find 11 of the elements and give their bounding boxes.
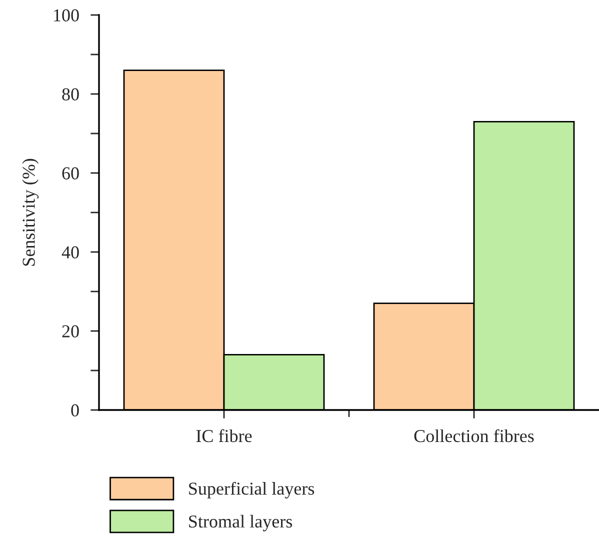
y-tick-label: 40 <box>62 246 79 258</box>
y-tick-label: 100 <box>54 9 79 22</box>
x-tick-label: IC fibre <box>196 429 252 442</box>
legend-label: Stromal layers <box>189 514 292 532</box>
legend-label: Superficial layers <box>189 482 314 498</box>
y-tick-label: 20 <box>62 325 79 338</box>
y-tick-label: 0 <box>71 404 79 416</box>
y-tick-label: 80 <box>62 88 79 100</box>
x-tick-label: Collection fibres <box>414 429 534 442</box>
y-tick-label: 60 <box>62 167 79 180</box>
y-axis-title: Sensitivity (%) <box>22 158 39 266</box>
